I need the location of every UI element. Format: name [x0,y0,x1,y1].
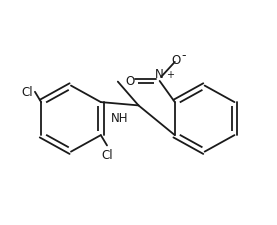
Text: Cl: Cl [102,148,113,161]
Text: NH: NH [111,112,129,125]
Text: N: N [155,68,164,81]
Text: O: O [172,54,181,66]
Text: -: - [181,49,186,62]
Text: Cl: Cl [21,85,33,98]
Text: O: O [126,74,135,87]
Text: +: + [166,70,174,80]
